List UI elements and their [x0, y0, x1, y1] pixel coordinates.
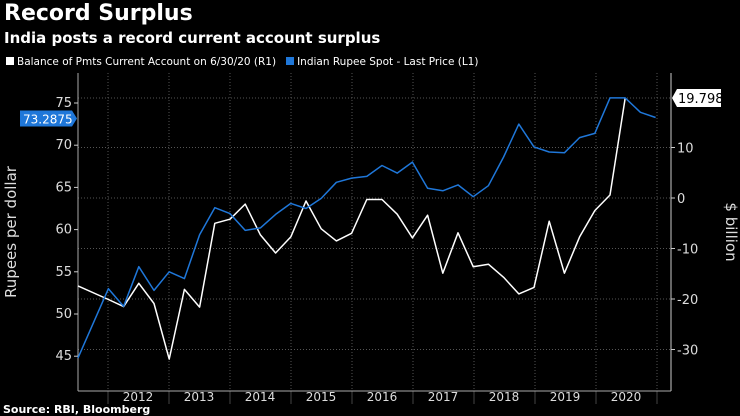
legend-label: Balance of Pmts Current Account on 6/30/… [17, 56, 277, 68]
left-tick-label: 75 [55, 96, 72, 111]
x-tick-label: 2016 [367, 390, 398, 404]
right-axis-title: $ billion [722, 202, 740, 261]
legend-swatch-blue [286, 57, 295, 65]
legend-item-rupee: Indian Rupee Spot - Last Price (L1) [286, 56, 478, 69]
last-value-label-current-account: 19.798 [678, 92, 724, 107]
right-tick-label: 0 [677, 192, 685, 207]
x-tick-label: 2015 [306, 390, 337, 404]
right-tick-label: -10 [677, 243, 698, 258]
legend-item-current-account: Balance of Pmts Current Account on 6/30/… [6, 56, 276, 69]
source-note: Source: RBI, Bloomberg [3, 403, 151, 416]
x-tick-label: 2019 [550, 390, 581, 404]
left-axis-title: Rupees per dollar [2, 165, 20, 298]
x-tick-label: 2013 [184, 390, 215, 404]
left-tick-label: 70 [55, 138, 72, 153]
left-tick-label: 55 [55, 265, 72, 280]
x-tick-label: 2018 [489, 390, 520, 404]
legend-label: Indian Rupee Spot - Last Price (L1) [297, 56, 479, 68]
last-value-tag-current-account [672, 89, 721, 108]
left-tick-label: 45 [55, 349, 72, 364]
x-tick-label: 2017 [428, 390, 459, 404]
right-tick-label: -30 [677, 344, 698, 359]
x-tick-label: 2020 [611, 390, 642, 404]
x-tick-label: 2014 [245, 390, 276, 404]
left-tick-label: 60 [55, 223, 72, 238]
right-tick-label: 10 [677, 142, 694, 157]
left-tick-label: 65 [55, 180, 72, 195]
series-line-rupee [77, 97, 656, 359]
series-line-current-account [77, 97, 626, 360]
legend: Balance of Pmts Current Account on 6/30/… [6, 56, 478, 69]
legend-swatch-white [6, 57, 14, 65]
left-tick-label: 50 [55, 307, 72, 322]
x-tick-label: 2012 [123, 390, 154, 404]
last-value-label-rupee: 73.2875 [23, 112, 73, 126]
chart-title: Record Surplus [4, 1, 193, 26]
chart-subtitle: India posts a record current account sur… [4, 29, 381, 47]
last-value-tag-rupee [20, 110, 77, 127]
right-tick-label: -20 [677, 293, 698, 308]
